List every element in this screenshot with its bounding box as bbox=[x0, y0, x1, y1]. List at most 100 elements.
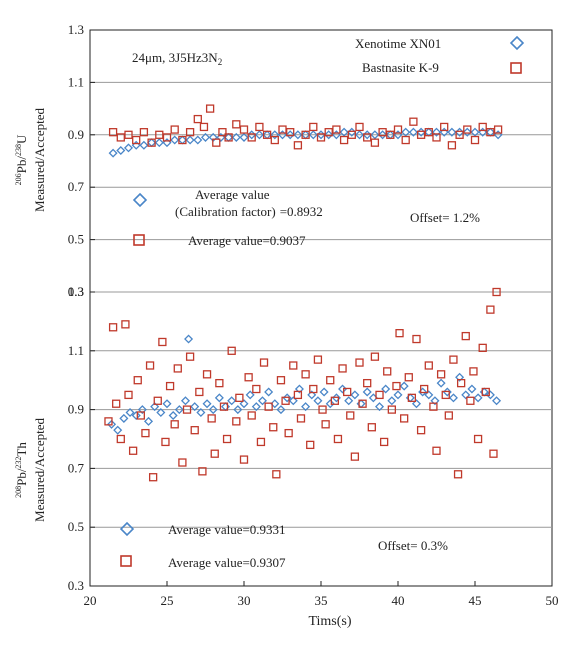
bottom-bastnasite-point bbox=[198, 467, 207, 476]
top-bastnasite-point bbox=[286, 128, 295, 137]
bottom-bastnasite-point bbox=[235, 393, 244, 402]
legend-square-marker bbox=[510, 62, 522, 74]
top-bastnasite-point bbox=[247, 133, 256, 142]
bottom-bastnasite-point bbox=[264, 402, 273, 411]
top-bastnasite-point bbox=[108, 128, 118, 137]
bottom-xenotime-point bbox=[227, 396, 237, 406]
top-stats-line2: (Calibration factor) =0.8932 bbox=[175, 204, 323, 219]
bottom-bastnasite-point bbox=[492, 287, 501, 297]
top-stats-diamond-marker bbox=[132, 192, 148, 208]
bottom-ytick-label: 0.5 bbox=[68, 519, 84, 534]
xtick-label: 40 bbox=[392, 593, 405, 608]
bottom-stats-bastnasite: Average value=0.9307 bbox=[168, 555, 286, 570]
bottom-xenotime-point bbox=[344, 396, 354, 406]
bottom-xenotime-point bbox=[184, 334, 194, 344]
bottom-bastnasite-point bbox=[239, 455, 249, 464]
top-bastnasite-point bbox=[301, 130, 310, 139]
bottom-bastnasite-point bbox=[244, 373, 253, 382]
top-bastnasite-point bbox=[218, 128, 227, 137]
bottom-bastnasite-point bbox=[289, 361, 298, 370]
bottom-xenotime-point bbox=[430, 396, 440, 406]
bottom-bastnasite-point bbox=[444, 411, 453, 420]
bottom-xenotime-point bbox=[202, 399, 212, 409]
bottom-offset-text: Offset= 0.3% bbox=[378, 538, 448, 553]
top-xenotime-point bbox=[408, 127, 418, 137]
bottom-bastnasite-point bbox=[441, 390, 450, 400]
bottom-xenotime-point bbox=[214, 393, 224, 403]
bottom-bastnasite-point bbox=[429, 402, 438, 411]
bottom-xenotime-point bbox=[362, 387, 372, 397]
bottom-xenotime-point bbox=[467, 384, 477, 394]
bottom-bastnasite-point bbox=[252, 384, 261, 394]
bottom-bastnasite-point bbox=[367, 423, 376, 432]
top-bastnasite-point bbox=[447, 141, 457, 150]
bottom-xenotime-point bbox=[436, 378, 446, 388]
bottom-bastnasite-point bbox=[108, 323, 118, 332]
bottom-bastnasite-point bbox=[170, 420, 179, 429]
top-bastnasite-point bbox=[124, 130, 133, 139]
bottom-bastnasite-point bbox=[375, 390, 384, 400]
top-ytick-label: 0.3 bbox=[68, 284, 84, 299]
top-y-axis-label-line2: Measured/Accepted bbox=[32, 108, 47, 212]
top-xenotime-point bbox=[231, 132, 241, 142]
top-xenotime-point bbox=[154, 138, 164, 148]
bottom-bastnasite-point bbox=[449, 355, 458, 364]
top-xenotime-point bbox=[339, 127, 349, 137]
bottom-bastnasite-point bbox=[355, 358, 364, 367]
top-bastnasite-point bbox=[470, 135, 480, 145]
top-xenotime-point bbox=[177, 135, 187, 145]
bottom-bastnasite-point bbox=[195, 387, 204, 397]
top-bastnasite-point bbox=[116, 133, 125, 142]
top-bastnasite-point bbox=[332, 125, 341, 134]
top-ytick-label: 1.1 bbox=[68, 74, 84, 89]
top-xenotime-point bbox=[370, 130, 380, 140]
xtick-label: 35 bbox=[315, 593, 328, 608]
bottom-bastnasite-point bbox=[121, 320, 130, 329]
bottom-bastnasite-point bbox=[207, 414, 216, 423]
bottom-xenotime-point bbox=[257, 396, 267, 406]
x-tick-labels: 20 25 30 35 40 45 50 bbox=[84, 581, 559, 608]
bottom-xenotime-point bbox=[107, 419, 117, 429]
bottom-ytick-label: 0.3 bbox=[68, 578, 84, 593]
bottom-bastnasite-point bbox=[387, 405, 396, 414]
top-ytick-label: 0.9 bbox=[68, 127, 84, 142]
bottom-bastnasite-point bbox=[272, 470, 281, 479]
bottom-bastnasite-point bbox=[379, 437, 389, 447]
bottom-bastnasite-point bbox=[215, 378, 224, 388]
bottom-xenotime-point bbox=[156, 408, 166, 418]
bottom-xenotime-point bbox=[125, 408, 135, 418]
top-bastnasite-point bbox=[347, 130, 356, 139]
top-panel-points bbox=[108, 104, 503, 158]
bottom-xenotime-point bbox=[208, 405, 218, 415]
top-bastnasite-point bbox=[355, 122, 364, 132]
x-axis-label: Tims(s) bbox=[308, 614, 351, 629]
top-bastnasite-point bbox=[224, 133, 233, 142]
top-bastnasite-point bbox=[139, 128, 149, 137]
plot-frame bbox=[89, 29, 553, 587]
top-xenotime-point bbox=[270, 130, 280, 140]
top-xenotime-point bbox=[193, 135, 203, 145]
bottom-bastnasite-point bbox=[136, 411, 145, 420]
bottom-bastnasite-point bbox=[466, 396, 475, 405]
bottom-xenotime-point bbox=[387, 396, 397, 406]
top-bastnasite-point bbox=[293, 141, 303, 150]
top-bastnasite-point bbox=[324, 128, 333, 137]
bottom-xenotime-point bbox=[245, 390, 255, 400]
top-bastnasite-point bbox=[170, 125, 179, 134]
top-y-axis-label: 206Pb/238U bbox=[14, 134, 29, 185]
bottom-xenotime-point bbox=[325, 399, 335, 409]
top-bastnasite-point bbox=[278, 125, 287, 134]
top-xenotime-point bbox=[285, 130, 295, 140]
bottom-bastnasite-point bbox=[333, 434, 343, 444]
bottom-bastnasite-point bbox=[453, 470, 463, 479]
top-bastnasite-point bbox=[193, 114, 202, 124]
top-bastnasite-point bbox=[432, 133, 441, 142]
bottom-bastnasite-point bbox=[269, 423, 278, 432]
bottom-xenotime-point bbox=[144, 416, 154, 426]
bottom-xenotime-point bbox=[239, 399, 249, 409]
top-bastnasite-point bbox=[316, 133, 326, 142]
bottom-xenotime-point bbox=[196, 408, 206, 418]
bottom-xenotime-point bbox=[455, 372, 465, 382]
bottom-xenotime-point bbox=[113, 425, 123, 435]
bottom-bastnasite-point bbox=[161, 437, 170, 447]
